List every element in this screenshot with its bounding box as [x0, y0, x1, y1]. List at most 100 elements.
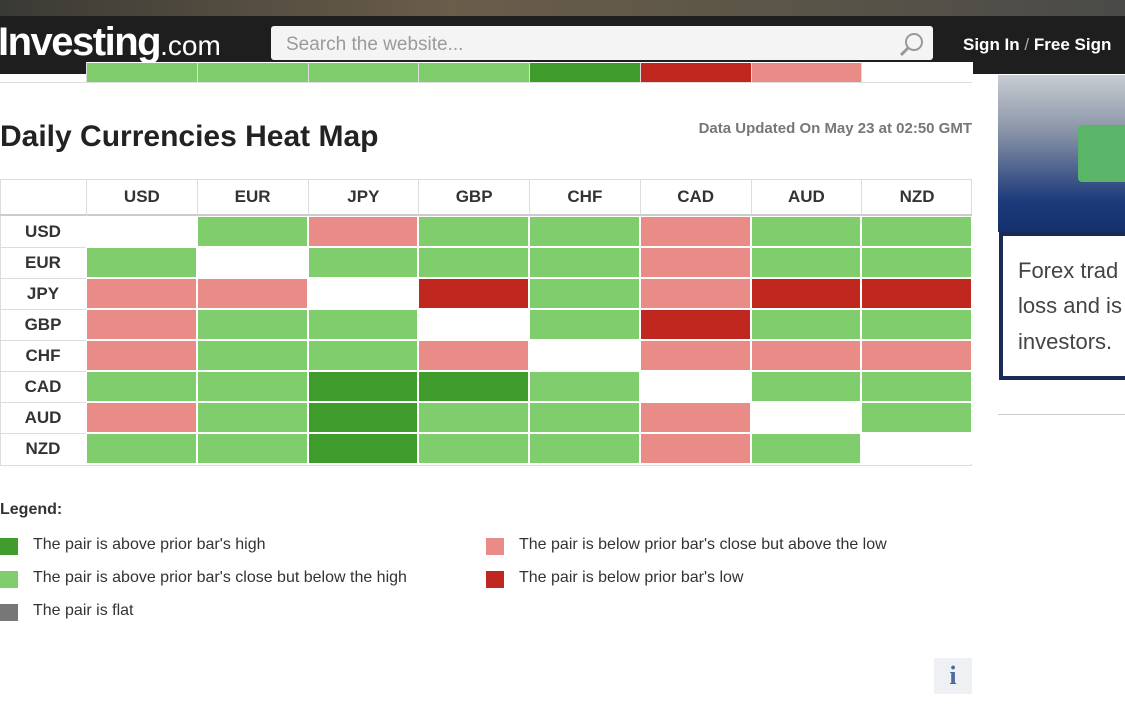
heat-cell [196, 62, 309, 83]
info-button[interactable]: i [934, 658, 972, 694]
heat-cell [750, 278, 862, 309]
row-header: GBP [0, 309, 86, 340]
column-header: NZD [861, 179, 972, 215]
heat-cell [639, 247, 751, 278]
logo[interactable]: Investing.com [0, 20, 221, 65]
heat-cell [86, 402, 197, 433]
heat-cell [861, 278, 972, 309]
search-box[interactable]: Search the website... [271, 26, 933, 60]
heat-cell [307, 278, 419, 309]
row-header: CHF [0, 340, 86, 371]
heat-cell [86, 247, 197, 278]
heat-cell [639, 62, 752, 83]
heat-cell [639, 278, 751, 309]
heat-cell [639, 371, 751, 402]
heat-cell [639, 309, 751, 340]
heat-cell [750, 402, 862, 433]
heat-cell [529, 62, 641, 83]
logo-suffix[interactable]: .com [160, 30, 221, 61]
heat-cell [639, 216, 751, 247]
heat-cell [307, 433, 419, 464]
legend-swatch [486, 571, 504, 588]
heat-cell [86, 371, 197, 402]
heat-cell [196, 402, 308, 433]
heat-cell [196, 247, 308, 278]
heat-cell [196, 216, 308, 247]
legend-label: The pair is above prior bar's close but … [33, 569, 407, 586]
legend-swatch [486, 538, 504, 555]
heat-cell [418, 402, 529, 433]
column-header: EUR [196, 179, 308, 215]
heat-cell [307, 216, 419, 247]
legend-label: The pair is below prior bar's low [519, 569, 744, 586]
legend-label: The pair is above prior bar's high [33, 536, 266, 553]
heat-cell [86, 433, 197, 464]
ad-text: Forex trad [1018, 258, 1119, 283]
heat-cell [529, 216, 640, 247]
heat-cell [861, 402, 972, 433]
heat-cell [639, 340, 751, 371]
updated-time: Data Updated On May 23 at 02:50 GMT [698, 120, 972, 137]
legend-label: The pair is below prior bar's close but … [519, 536, 887, 553]
ad-button[interactable] [1078, 125, 1125, 182]
logo-text[interactable]: Investing [0, 20, 162, 64]
heat-cell [861, 340, 972, 371]
legend-label: The pair is flat [33, 602, 134, 619]
heat-cell [86, 62, 198, 83]
heat-cell [307, 62, 420, 83]
row-header: CAD [0, 371, 86, 402]
heat-cell [86, 340, 197, 371]
heat-cell [529, 278, 640, 309]
column-header: CHF [529, 179, 640, 215]
column-header: GBP [418, 179, 529, 215]
heat-cell [750, 247, 862, 278]
search-icon[interactable] [899, 31, 925, 57]
heat-cell [750, 433, 862, 464]
heat-cell [418, 309, 529, 340]
heat-cell [196, 278, 308, 309]
table-border [0, 82, 972, 83]
heat-cell [750, 216, 862, 247]
heat-cell [861, 433, 972, 464]
heat-cell [307, 340, 419, 371]
heat-cell [529, 402, 640, 433]
heat-cell [529, 247, 640, 278]
heat-cell [529, 309, 640, 340]
free-sign-up[interactable]: Free Sign [1033, 35, 1112, 54]
heat-cell [750, 371, 862, 402]
column-header: JPY [307, 179, 419, 215]
heat-cell [418, 278, 529, 309]
account-links: Sign In / Free Sign [963, 35, 1111, 55]
heat-cell [418, 216, 529, 247]
heat-cell [861, 216, 972, 247]
heat-cell [861, 62, 973, 83]
heat-cell [418, 340, 529, 371]
heat-cell [196, 371, 308, 402]
browser-strip [0, 0, 1125, 16]
row-header: EUR [0, 247, 86, 278]
heat-cell [86, 278, 197, 309]
heat-cell [750, 340, 862, 371]
ad-box[interactable]: Forex trad loss and is investors. [999, 232, 1125, 380]
separator: / [1024, 35, 1030, 54]
heat-cell [529, 433, 640, 464]
legend-swatch [0, 538, 18, 555]
legend-title: Legend: [0, 501, 63, 518]
heat-cell [196, 340, 308, 371]
heat-cell [529, 340, 640, 371]
heat-cell [861, 309, 972, 340]
heat-cell [307, 371, 419, 402]
sign-in[interactable]: Sign In [963, 35, 1020, 54]
heat-cell [86, 309, 197, 340]
row-header: JPY [0, 278, 86, 309]
heat-cell [418, 247, 529, 278]
ad-text: loss and is [1018, 293, 1122, 318]
heat-cell [529, 371, 640, 402]
heat-cell [86, 216, 197, 247]
legend-swatch [0, 571, 18, 588]
heat-cell [750, 62, 863, 83]
row-header: USD [25, 221, 61, 241]
heat-cell [861, 247, 972, 278]
